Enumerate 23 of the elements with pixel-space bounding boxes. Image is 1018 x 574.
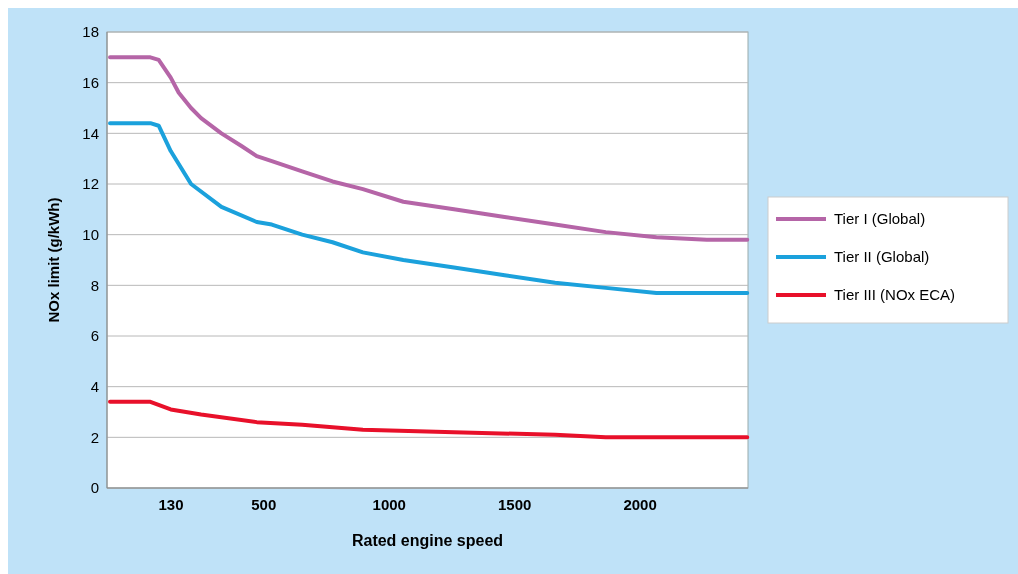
y-tick-label: 10 — [82, 225, 99, 243]
y-axis-title: NOx limit (g/kWh) — [45, 197, 62, 323]
y-tick-label: 14 — [82, 124, 99, 142]
y-tick-label: 4 — [90, 377, 99, 395]
y-tick-label: 6 — [90, 327, 99, 345]
line-series — [108, 399, 750, 440]
y-tick-label: 0 — [90, 479, 99, 497]
y-tick-label: 8 — [90, 276, 99, 294]
line-series — [108, 121, 750, 295]
legend-label: Tier I (Global) — [834, 210, 926, 228]
x-tick-label: 1000 — [372, 496, 406, 513]
legend-label: Tier III (NOx ECA) — [834, 286, 956, 304]
y-tick-label: 12 — [82, 175, 99, 193]
x-tick-label: 130 — [158, 496, 184, 513]
x-tick-label: 500 — [251, 496, 277, 513]
y-tick-label: 18 — [82, 23, 99, 41]
line-series — [108, 55, 750, 242]
x-tick-label: 2000 — [623, 496, 657, 513]
legend-label: Tier II (Global) — [834, 248, 930, 266]
x-axis-title: Rated engine speed — [351, 532, 504, 549]
x-tick-label: 1500 — [497, 496, 532, 513]
y-tick-label: 2 — [90, 428, 99, 446]
y-tick-label: 16 — [82, 73, 99, 91]
